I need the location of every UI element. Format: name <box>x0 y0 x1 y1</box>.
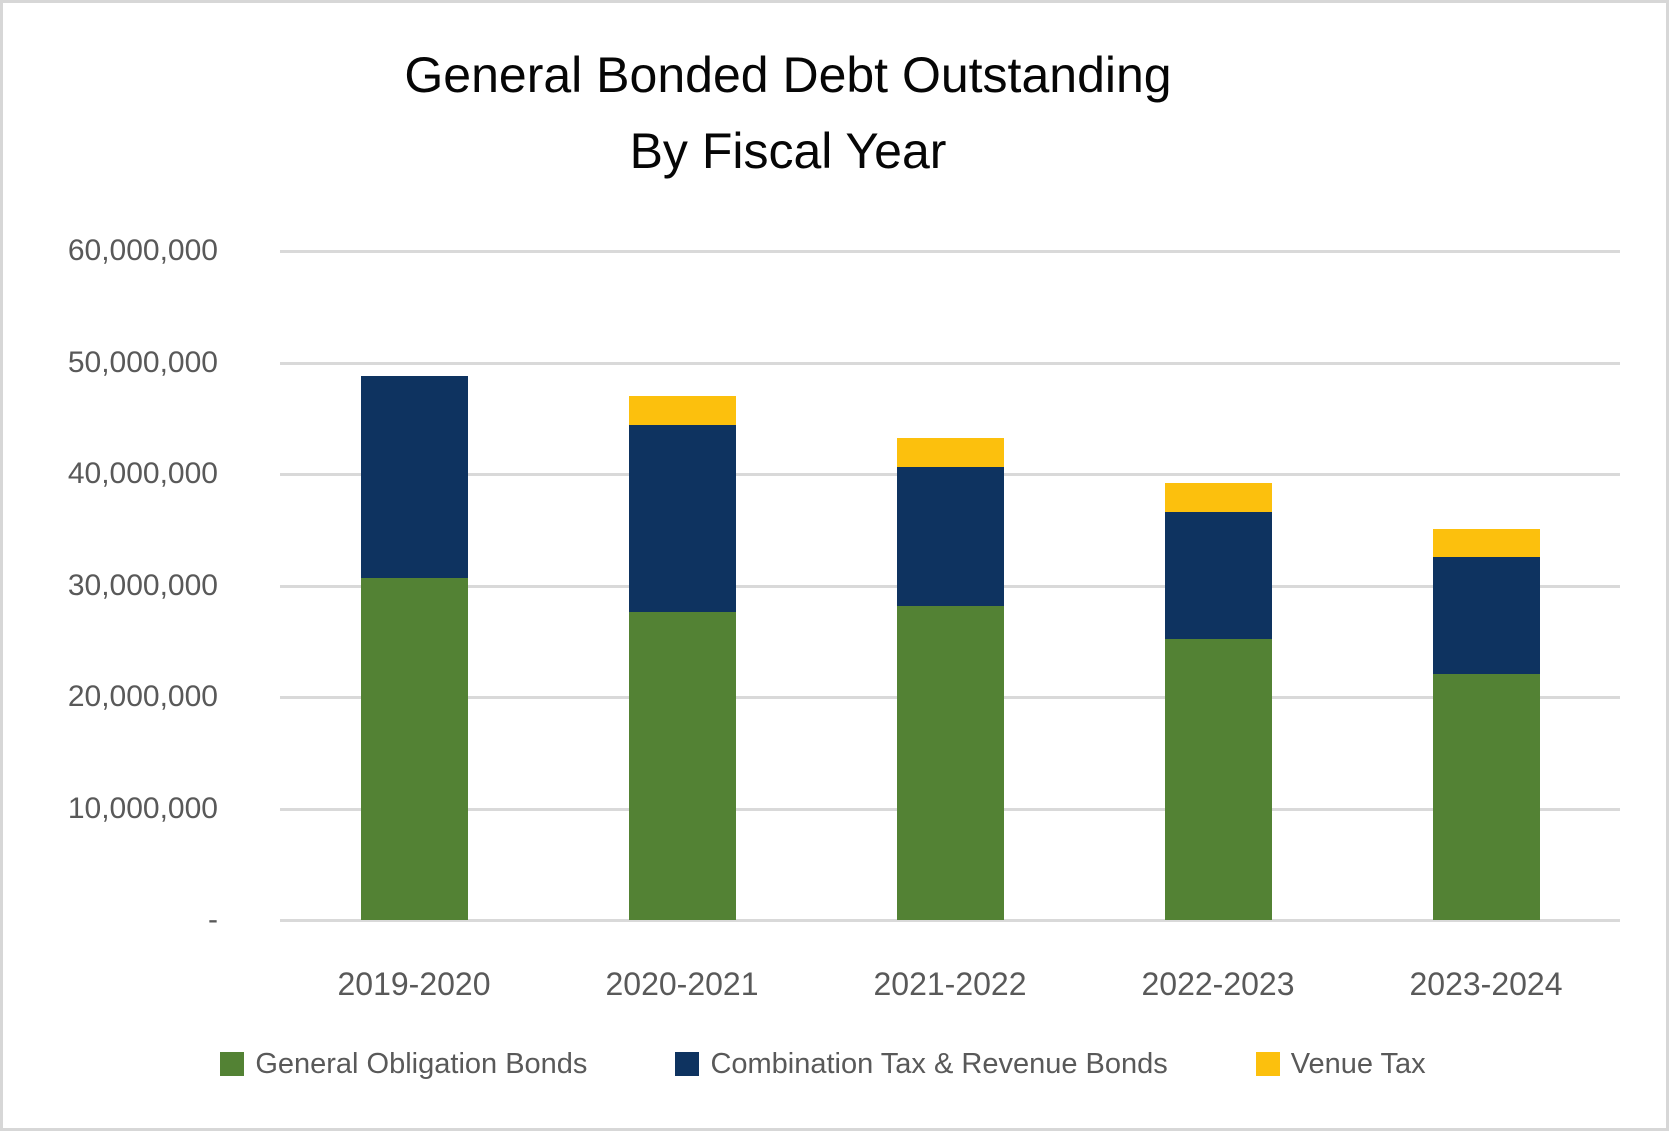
chart-title: General Bonded Debt Outstanding By Fisca… <box>3 37 1573 189</box>
legend-swatch-icon <box>1255 1052 1280 1076</box>
bar-2021-2022-general-obligation-bonds <box>896 605 1004 920</box>
x-axis-label: 2019-2020 <box>337 966 491 1002</box>
bar-2021-2022-combination-tax-revenue-bonds <box>896 467 1004 606</box>
bar-2022-2023-general-obligation-bonds <box>1164 639 1272 920</box>
x-axis-label: 2020-2021 <box>605 966 759 1002</box>
x-axis-label: 2022-2023 <box>1141 966 1295 1002</box>
y-axis-tick-label: 40,000,000 <box>67 457 218 490</box>
bar-2023-2024-venue-tax <box>1432 528 1540 557</box>
bar-2020-2021-combination-tax-revenue-bonds <box>628 424 736 613</box>
legend-item: General Obligation Bonds <box>220 1047 587 1081</box>
bar-2019-2020-general-obligation-bonds <box>360 577 468 920</box>
bar-2023-2024-general-obligation-bonds <box>1432 673 1540 920</box>
legend-label: General Obligation Bonds <box>255 1048 588 1080</box>
bar-2022-2023-combination-tax-revenue-bonds <box>1164 511 1272 640</box>
bar-2019-2020-combination-tax-revenue-bonds <box>360 375 468 578</box>
bar-2020-2021-venue-tax <box>628 395 736 425</box>
bar-2023-2024-combination-tax-revenue-bonds <box>1432 556 1540 674</box>
y-axis-tick-label: 30,000,000 <box>67 568 218 602</box>
legend-swatch-icon <box>220 1052 245 1076</box>
legend-label: Combination Tax & Revenue Bonds <box>710 1048 1168 1080</box>
legend-item: Combination Tax & Revenue Bonds <box>675 1047 1168 1081</box>
chart-title-line-1: General Bonded Debt Outstanding <box>404 47 1172 103</box>
gridline <box>280 250 1620 253</box>
legend-swatch-icon <box>675 1052 700 1076</box>
chart-legend: General Obligation Bonds Combination Tax … <box>3 1047 1643 1081</box>
bar-2022-2023-venue-tax <box>1164 482 1272 512</box>
x-axis-label: 2023-2024 <box>1409 966 1563 1002</box>
bar-2020-2021-general-obligation-bonds <box>628 612 736 920</box>
plot-area: - 10,000,000 20,000,000 30,000,000 40,000,00… <box>3 3 1669 1134</box>
chart-title-line-2: By Fiscal Year <box>629 123 947 179</box>
x-axis-label: 2021-2022 <box>873 966 1027 1002</box>
x-axis-baseline <box>280 919 1620 922</box>
y-axis-tick-label: 20,000,000 <box>67 680 218 713</box>
y-axis-tick-label: - <box>208 903 218 936</box>
legend-item: Venue Tax <box>1255 1047 1426 1081</box>
y-axis-tick-label: 10,000,000 <box>67 791 218 825</box>
bar-2021-2022-venue-tax <box>896 438 1004 468</box>
legend-label: Venue Tax <box>1290 1048 1426 1080</box>
y-axis-tick-label: 60,000,000 <box>67 234 218 267</box>
y-axis-tick-label: 50,000,000 <box>67 345 218 379</box>
gridline <box>280 361 1620 365</box>
